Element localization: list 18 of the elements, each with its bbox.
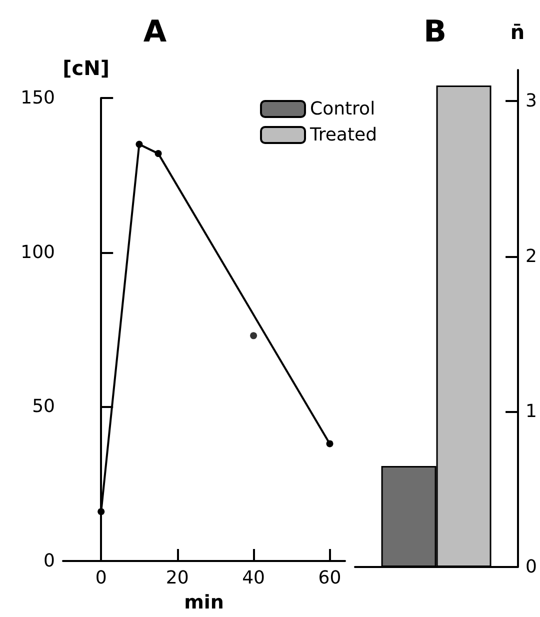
chart-title: B (424, 14, 446, 50)
x-axis-title: min (184, 592, 224, 614)
y-tick-label: 2 (526, 246, 537, 267)
x-tick-label: 40 (242, 568, 265, 588)
y-axis-title: [cN] (62, 56, 110, 80)
chart-title: A (143, 14, 168, 50)
y-tick-label: 3 (526, 90, 537, 112)
y-tick-label: 50 (32, 396, 55, 418)
x-tick-label: 20 (166, 568, 189, 588)
y-axis-title: n̄ (510, 20, 525, 44)
y-tick-label: 100 (20, 242, 55, 263)
legend-label: Control (310, 98, 376, 120)
legend-label: Treated (309, 124, 378, 146)
y-tick-label: 0 (44, 550, 55, 572)
x-tick-label: 0 (95, 568, 107, 588)
y-tick-label: 1 (526, 401, 537, 422)
y-tick-label: 150 (20, 88, 55, 108)
x-tick-label: 60 (318, 568, 342, 588)
